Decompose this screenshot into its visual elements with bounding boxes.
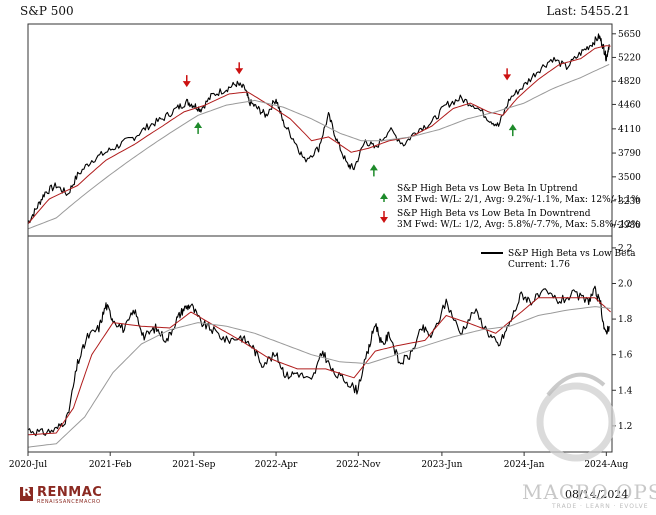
top-y-tick-label: 3790 [618,149,641,159]
downtrend-title: S&P High Beta vs Low Beta In Downtrend [397,209,591,219]
top-y-tick-label: 4820 [618,77,641,87]
x-tick-label: 2024-Jan [504,460,545,470]
renmac-logo-icon [20,487,33,501]
x-tick-label: 2021-Sep [172,460,215,470]
beta-ratio-price-line [27,285,610,437]
sp500-ma_short-line [27,45,611,225]
bottom-y-tick-label: 1.6 [618,351,633,361]
footer-date: 08/14/2024 [565,488,629,501]
watermark-tagline: TRADE · LEARN · EVOLVE [552,503,649,510]
plot-frame [27,23,613,453]
legend-current-label: Current: 1.76 [508,260,570,270]
top-y-tick-label: 5650 [618,30,641,40]
sp500-ma_long-line [27,63,610,230]
logo-name: RENMAC [37,485,103,500]
x-tick-label: 2021-Feb [89,460,132,470]
uptrend-title: S&P High Beta vs Low Beta In Uptrend [397,184,578,194]
up-signal-arrow-icon [194,121,203,128]
x-tick-label: 2024-Aug [584,460,628,470]
top-y-tick-label: 3230 [618,197,641,207]
legend-series-label: S&P High Beta vs Low Beta [508,249,636,259]
top-y-tick-label: 3500 [618,173,641,183]
x-tick-label: 2023-Jun [421,460,462,470]
down-arrow-legend-icon [380,217,388,223]
bottom-y-tick-label: 2.2 [618,244,632,254]
top-y-tick-label: 2980 [618,221,641,231]
beta-ratio-ma_short-line [27,297,611,436]
logo-letter: R [22,485,32,499]
x-tick-label: 2022-Apr [255,460,298,470]
x-tick-label: 2020-Jul [9,460,47,470]
top-y-tick-label: 4460 [618,100,641,110]
watermark-name: MACRO OPS [522,480,656,504]
bottom-y-tick-label: 1.2 [618,422,632,432]
down-signal-arrow-icon [182,81,191,88]
bottom-y-tick-label: 1.8 [618,315,633,325]
watermark-ring-icon [536,372,616,462]
bottom-y-tick-label: 1.4 [618,386,633,396]
bottom-y-tick-label: 2.0 [618,279,633,289]
down-signal-arrow-icon [235,68,244,75]
top-y-tick-label: 5220 [618,53,641,63]
last-value: Last: 5455.21 [546,4,630,18]
downtrend-stats: 3M Fwd: W/L: 1/2, Avg: 5.8%/-7.7%, Max: … [397,220,640,230]
uptrend-stats: 3M Fwd: W/L: 2/1, Avg: 9.2%/-1.1%, Max: … [397,195,640,205]
logo-subtitle: RENAISSANCEMACRO [37,499,101,505]
up-signal-arrow-icon [369,164,378,171]
x-tick-label: 2022-Nov [336,460,381,470]
up-signal-arrow-icon [508,124,517,131]
chart-title: S&P 500 [20,4,74,18]
down-signal-arrow-icon [503,74,512,81]
sp500-price-line [27,33,610,224]
top-y-tick-label: 4110 [618,125,641,135]
beta-ratio-ma_long-line [27,306,611,448]
